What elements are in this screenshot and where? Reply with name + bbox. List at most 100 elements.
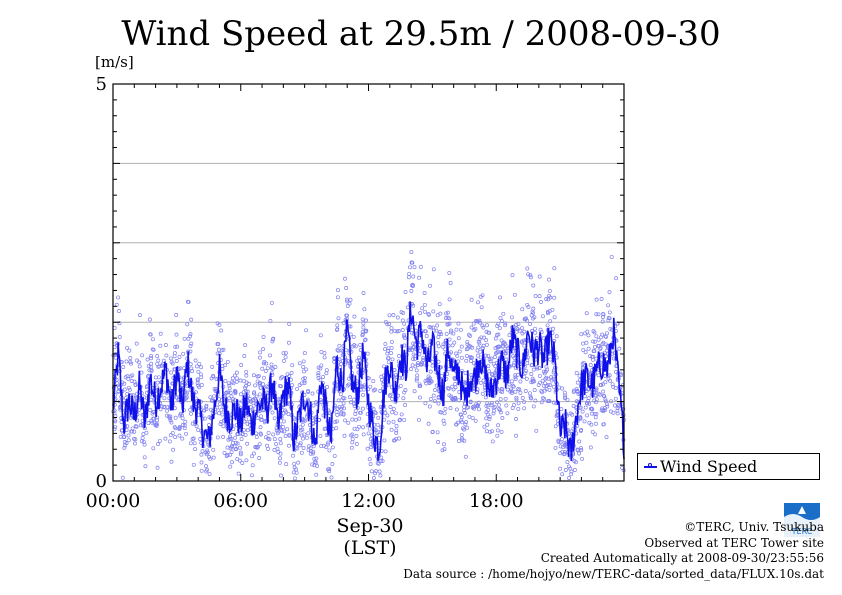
sample-point: [447, 270, 452, 275]
sample-point: [588, 363, 593, 367]
sample-point: [547, 293, 551, 298]
sample-point: [446, 322, 451, 327]
sample-point: [535, 366, 540, 371]
sample-point: [239, 363, 244, 367]
sample-point: [489, 401, 494, 406]
sample-point: [182, 426, 187, 431]
sample-point: [129, 361, 133, 366]
sample-point: [387, 393, 392, 398]
sample-point: [550, 307, 555, 312]
sample-point: [183, 419, 188, 424]
sample-point: [122, 381, 127, 386]
sample-point: [255, 379, 260, 384]
sample-point: [361, 291, 366, 295]
sample-point: [196, 427, 201, 432]
sample-point: [338, 392, 343, 397]
sample-point: [535, 365, 539, 369]
sample-point: [598, 345, 603, 350]
sample-point: [224, 390, 229, 395]
sample-point: [150, 420, 155, 425]
sample-point: [562, 451, 567, 456]
credits: ©TERC, Univ. Tsukuba Observed at TERC To…: [403, 520, 824, 582]
sample-point: [447, 393, 452, 398]
sample-point: [241, 390, 246, 395]
sample-point: [429, 325, 434, 330]
sample-point: [219, 419, 224, 424]
sample-point: [233, 435, 238, 440]
sample-point: [173, 435, 178, 440]
sample-point: [486, 403, 491, 408]
sample-point: [278, 473, 283, 478]
sample-point: [155, 465, 160, 470]
sample-point: [427, 404, 432, 409]
sample-point: [531, 306, 536, 311]
sample-point: [280, 429, 285, 434]
sample-point: [396, 329, 401, 333]
sample-point: [364, 318, 368, 323]
sample-point: [264, 384, 269, 389]
sample-point: [545, 323, 550, 328]
sample-point: [478, 380, 483, 385]
sample-point: [538, 327, 543, 332]
sample-point: [603, 397, 608, 402]
sample-point: [234, 370, 239, 375]
sample-point: [438, 311, 443, 316]
sample-point: [304, 328, 309, 333]
sample-point: [272, 416, 277, 421]
sample-point: [189, 366, 194, 371]
sample-point: [350, 437, 355, 442]
sample-point: [601, 389, 606, 394]
sample-point: [232, 389, 237, 393]
sample-point: [286, 412, 291, 417]
sample-point: [193, 390, 198, 395]
sample-point: [373, 411, 378, 416]
sample-point: [133, 424, 138, 429]
sample-point: [352, 343, 357, 348]
sample-point: [153, 375, 158, 380]
sample-point: [545, 367, 550, 372]
sample-point: [423, 309, 427, 314]
sample-point: [490, 439, 495, 444]
sample-point: [426, 311, 431, 316]
sample-point: [311, 449, 316, 454]
sample-point: [534, 336, 539, 341]
sample-point: [462, 404, 467, 409]
sample-point: [601, 340, 606, 345]
sample-point: [617, 346, 622, 351]
sample-point: [135, 358, 140, 363]
sample-point: [514, 322, 519, 327]
sample-point: [301, 364, 306, 369]
sample-point: [366, 431, 371, 436]
sample-point: [170, 431, 175, 436]
sample-point: [238, 450, 243, 455]
sample-point: [142, 442, 147, 447]
sample-point: [300, 422, 305, 427]
sample-point: [216, 347, 221, 352]
sample-point: [155, 361, 160, 366]
sample-point: [155, 380, 160, 385]
sample-point: [473, 418, 478, 423]
sample-point: [580, 456, 585, 461]
sample-point: [371, 388, 376, 393]
sample-point: [334, 419, 339, 424]
sample-point: [392, 328, 397, 333]
sample-point: [343, 418, 348, 423]
sample-point: [193, 447, 198, 452]
y-tick-label: 5: [96, 74, 107, 95]
sample-point: [168, 416, 172, 421]
sample-point: [583, 350, 588, 355]
sample-point: [338, 362, 343, 366]
sample-point: [537, 373, 542, 378]
sample-point: [417, 395, 422, 400]
sample-point: [415, 373, 420, 378]
sample-point: [294, 467, 298, 472]
sample-point: [495, 400, 499, 405]
sample-point: [173, 344, 178, 349]
sample-point: [608, 326, 613, 331]
sample-point: [316, 365, 321, 370]
x-axis-label: Sep-30 (LST): [300, 515, 440, 559]
sample-point: [182, 336, 187, 341]
sample-point: [147, 368, 152, 373]
sample-point: [463, 422, 468, 427]
sample-point: [269, 362, 274, 367]
